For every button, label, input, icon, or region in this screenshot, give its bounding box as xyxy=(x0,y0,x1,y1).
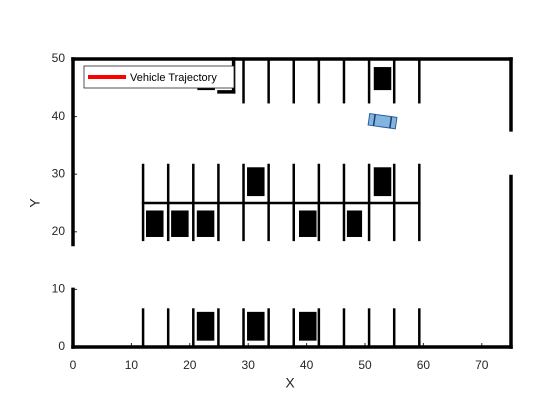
y-tick-label: 50 xyxy=(52,51,66,65)
parked-car xyxy=(373,167,392,197)
parked-car xyxy=(373,67,392,91)
x-tick-label: 50 xyxy=(358,358,372,372)
parked-car xyxy=(171,210,189,237)
parked-car xyxy=(299,210,317,237)
x-tick-label: 70 xyxy=(475,358,489,372)
y-tick-label: 40 xyxy=(52,109,66,123)
legend-box xyxy=(83,65,235,89)
parked-car xyxy=(196,210,215,237)
legend: Vehicle Trajectory xyxy=(83,65,235,89)
parked-car xyxy=(247,167,265,197)
parked-car xyxy=(146,210,164,237)
vehicle-axle xyxy=(372,114,376,126)
x-tick-label: 60 xyxy=(417,358,431,372)
parked-car xyxy=(299,311,317,341)
vehicle-axle xyxy=(389,116,393,129)
x-tick-label: 0 xyxy=(70,358,77,372)
parked-car xyxy=(247,311,265,341)
y-tick-label: 0 xyxy=(58,339,65,353)
x-tick-label: 40 xyxy=(300,358,314,372)
y-axis-label: Y xyxy=(27,198,43,208)
parked-car xyxy=(346,210,363,237)
y-tick-label: 30 xyxy=(52,166,66,180)
y-tick-label: 20 xyxy=(52,224,66,238)
vehicle xyxy=(367,113,398,130)
y-tick-label: 10 xyxy=(52,282,66,296)
x-tick-label: 10 xyxy=(125,358,139,372)
x-tick-label: 30 xyxy=(242,358,256,372)
legend-label: Vehicle Trajectory xyxy=(130,72,217,84)
x-axis-label: X xyxy=(285,375,295,391)
x-tick-label: 20 xyxy=(183,358,197,372)
parked-car xyxy=(196,311,215,341)
